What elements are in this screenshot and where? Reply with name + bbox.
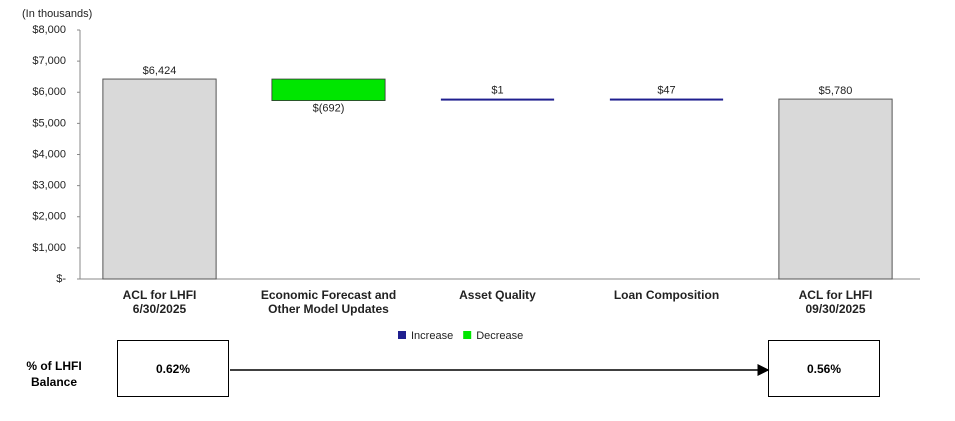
- ratio-label: % of LHFI Balance: [26, 359, 82, 389]
- y-axis-label: (In thousands): [22, 8, 92, 20]
- x-tick-label: Asset Quality: [459, 288, 536, 302]
- ratio-end: 0.56%: [768, 340, 880, 397]
- bar: [609, 98, 724, 101]
- y-tick-label: $4,000: [32, 148, 66, 160]
- x-tick-label: ACL for LHFI 6/30/2025: [122, 288, 197, 316]
- x-tick-label: ACL for LHFI 09/30/2025: [798, 288, 873, 316]
- y-tick-label: $7,000: [32, 55, 66, 67]
- value-label: $5,780: [819, 85, 853, 97]
- bar: [440, 98, 555, 101]
- value-label: $(692): [313, 102, 345, 114]
- x-tick-label: Loan Composition: [613, 288, 720, 302]
- bar: [778, 98, 893, 280]
- y-tick-label: $-: [56, 273, 66, 285]
- bar: [102, 78, 217, 280]
- value-label: $47: [657, 84, 675, 96]
- value-label: $1: [491, 84, 503, 96]
- y-tick-label: $8,000: [32, 24, 66, 36]
- bar: [271, 78, 386, 101]
- y-tick-label: $2,000: [32, 211, 66, 223]
- legend-label: Decrease: [476, 330, 523, 342]
- ratio-start: 0.62%: [117, 340, 229, 397]
- y-tick-label: $3,000: [32, 180, 66, 192]
- y-tick-label: $6,000: [32, 86, 66, 98]
- y-tick-label: $1,000: [32, 242, 66, 254]
- legend-swatch: [398, 331, 406, 339]
- legend-swatch: [463, 331, 472, 339]
- legend-label: Increase: [411, 330, 453, 342]
- x-tick-label: Economic Forecast and Other Model Update…: [260, 288, 397, 316]
- y-tick-label: $5,000: [32, 117, 66, 129]
- value-label: $6,424: [143, 65, 177, 77]
